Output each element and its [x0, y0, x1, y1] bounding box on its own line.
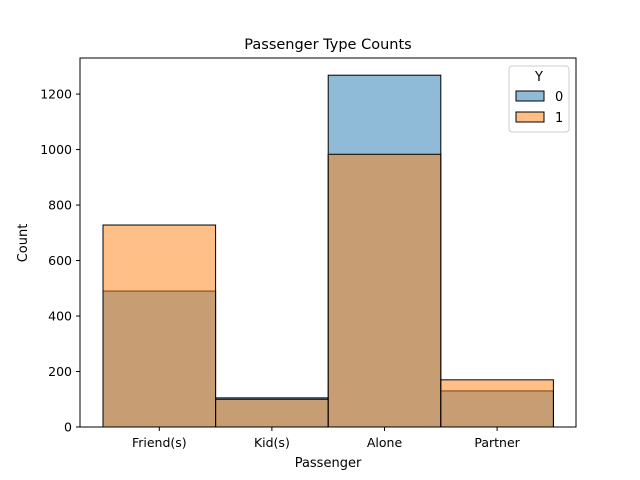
bar-alone-y1 — [327, 153, 442, 428]
x-tick-label: Alone — [367, 435, 403, 450]
chart-title: Passenger Type Counts — [244, 37, 411, 53]
legend-title: Y — [534, 70, 543, 85]
y-tick-label: 400 — [48, 309, 72, 324]
y-tick-label: 600 — [48, 253, 72, 268]
legend-label-y0: 0 — [555, 90, 563, 105]
x-axis-label: Passenger — [295, 456, 362, 471]
legend-items: 01 — [515, 90, 563, 126]
y-axis: 0 200 400 600 800 1000 1200 — [40, 87, 80, 435]
plot-frame — [79, 57, 577, 428]
y-tick-label: 0 — [64, 420, 72, 435]
bars-layer — [102, 74, 554, 428]
x-tick-label: Partner — [474, 435, 520, 450]
legend-label-y1: 1 — [555, 111, 563, 126]
x-tick-label: Friend(s) — [132, 435, 187, 450]
x-axis: Friend(s) Kid(s) Alone Partner — [132, 427, 521, 450]
bar-kid-s-y1 — [215, 398, 329, 428]
legend-swatch-y0 — [515, 90, 545, 102]
legend-swatch-y1 — [515, 111, 545, 123]
y-axis-label: Count — [16, 224, 31, 263]
x-tick-label: Kid(s) — [254, 435, 290, 450]
y-tick-label: 1200 — [40, 87, 72, 102]
legend: Y 01 — [508, 65, 570, 133]
bar-partner-y1 — [440, 379, 554, 428]
y-tick-label: 1000 — [40, 142, 72, 157]
y-tick-label: 200 — [48, 364, 72, 379]
y-tick-label: 800 — [48, 198, 72, 213]
bar-friend-s-y1 — [102, 224, 217, 428]
